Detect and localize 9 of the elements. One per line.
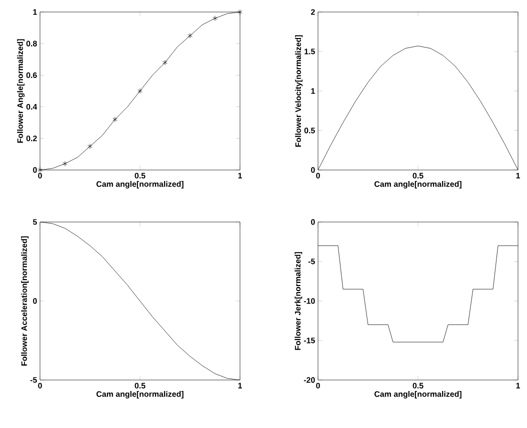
point — [238, 9, 242, 15]
point — [88, 144, 92, 149]
point — [62, 160, 68, 166]
point — [212, 16, 218, 22]
point — [138, 88, 142, 94]
point — [112, 116, 118, 122]
point — [162, 60, 168, 66]
point — [188, 32, 192, 38]
point — [38, 167, 42, 173]
